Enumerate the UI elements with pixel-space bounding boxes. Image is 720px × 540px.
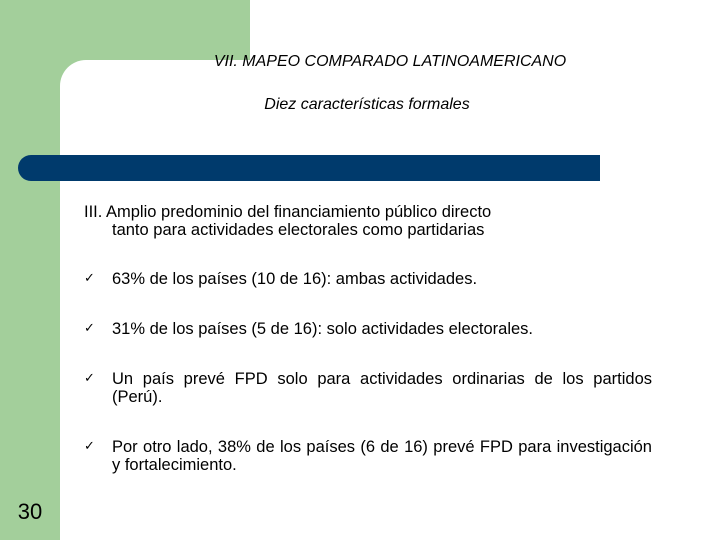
section-heading: III. Amplio predominio del financiamient… — [84, 203, 652, 239]
list-item: ✓ Por otro lado, 38% de los países (6 de… — [84, 438, 652, 474]
section-heading-line2: tanto para actividades electorales como … — [112, 221, 485, 239]
list-item: ✓ Un país prevé FPD solo para actividade… — [84, 370, 652, 406]
slide-title: VII. MAPEO COMPARADO LATINOAMERICANO — [213, 53, 567, 70]
page-number: 30 — [17, 499, 43, 524]
section-heading-line1: III. Amplio predominio del financiamient… — [84, 203, 492, 221]
slide-subtitle: Diez características formales — [264, 96, 470, 113]
bullet-text: Por otro lado, 38% de los países (6 de 1… — [112, 438, 652, 474]
list-item: ✓ 63% de los países (10 de 16): ambas ac… — [84, 270, 652, 288]
content-panel — [60, 60, 720, 540]
checkmark-icon: ✓ — [84, 271, 95, 286]
title-divider-bar — [18, 155, 600, 181]
bullet-text: 63% de los países (10 de 16): ambas acti… — [112, 270, 478, 288]
checkmark-icon: ✓ — [84, 439, 95, 454]
bullet-text: 31% de los países (5 de 16): solo activi… — [112, 320, 533, 338]
bullet-text: Un país prevé FPD solo para actividades … — [112, 370, 652, 406]
bullet-list: ✓ 63% de los países (10 de 16): ambas ac… — [84, 268, 652, 474]
checkmark-icon: ✓ — [84, 371, 95, 386]
list-item: ✓ 31% de los países (5 de 16): solo acti… — [84, 320, 652, 338]
green-side-band — [0, 0, 60, 540]
checkmark-icon: ✓ — [84, 321, 95, 336]
